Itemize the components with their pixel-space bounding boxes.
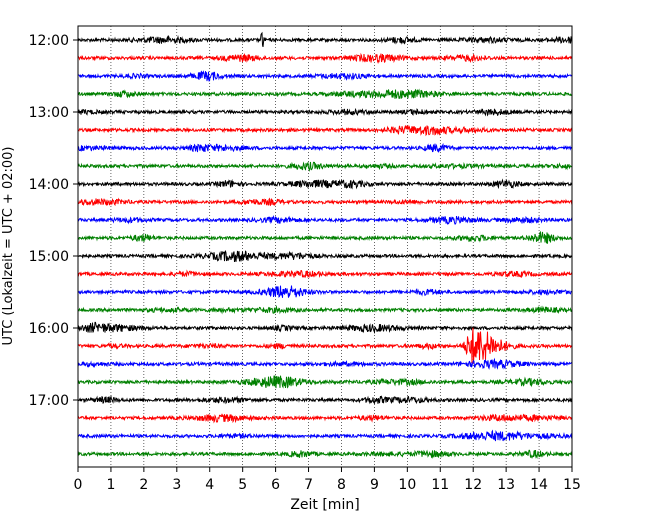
x-tick-label: 6 bbox=[271, 477, 280, 493]
x-tick-label: 15 bbox=[563, 477, 581, 493]
trace-line bbox=[77, 178, 573, 190]
trace-line bbox=[77, 70, 573, 82]
trace-line bbox=[77, 429, 573, 442]
x-tick-label: 1 bbox=[106, 477, 115, 493]
trace-line bbox=[77, 395, 573, 405]
trace-line bbox=[77, 269, 573, 279]
trace-line bbox=[77, 250, 573, 263]
x-tick-label: 8 bbox=[337, 477, 346, 493]
x-axis-label: Zeit [min] bbox=[290, 497, 359, 513]
x-tick-label: 13 bbox=[497, 477, 515, 493]
y-tick-label: 17:00 bbox=[29, 393, 69, 409]
y-tick-label: 15:00 bbox=[29, 249, 69, 265]
y-axis: 12:00 13:00 14:00 15:00 16:00 17:00 bbox=[29, 33, 78, 409]
trace-line bbox=[77, 214, 573, 226]
x-tick-label: 9 bbox=[370, 477, 379, 493]
trace-line bbox=[77, 321, 573, 335]
trace-line bbox=[77, 124, 573, 137]
x-tick-label: 14 bbox=[530, 477, 548, 493]
x-tick-label: 5 bbox=[238, 477, 247, 493]
y-tick-label: 12:00 bbox=[29, 33, 69, 49]
trace-line bbox=[77, 52, 573, 65]
trace-line bbox=[77, 107, 573, 117]
x-tick-label: 2 bbox=[139, 477, 148, 493]
trace-line bbox=[77, 197, 573, 207]
y-tick-label: 14:00 bbox=[29, 177, 69, 193]
x-tick-label: 7 bbox=[304, 477, 313, 493]
trace-line bbox=[77, 375, 573, 389]
x-tick-label: 11 bbox=[431, 477, 449, 493]
trace-line bbox=[77, 31, 573, 48]
trace-line bbox=[77, 231, 573, 244]
trace-line bbox=[77, 161, 573, 173]
x-axis: 0 1 2 3 4 5 6 7 8 9 10 11 12 13 14 15 bbox=[74, 467, 581, 493]
trace-line bbox=[77, 357, 573, 370]
trace-line bbox=[77, 449, 573, 460]
x-tick-label: 12 bbox=[464, 477, 482, 493]
trace-line bbox=[77, 305, 573, 315]
x-tick-label: 3 bbox=[172, 477, 181, 493]
y-tick-label: 16:00 bbox=[29, 321, 69, 337]
x-tick-label: 4 bbox=[205, 477, 214, 493]
trace-line bbox=[77, 413, 573, 424]
traces bbox=[77, 31, 573, 460]
y-axis-label: UTC (Lokalzeit = UTC + 02:00) bbox=[1, 147, 16, 346]
x-tick-label: 0 bbox=[74, 477, 83, 493]
trace-line bbox=[77, 327, 573, 364]
trace-line bbox=[77, 285, 573, 298]
y-tick-label: 13:00 bbox=[29, 105, 69, 121]
trace-line bbox=[77, 142, 573, 153]
trace-line bbox=[77, 88, 573, 99]
plot-frame bbox=[77, 25, 573, 468]
x-tick-label: 10 bbox=[398, 477, 416, 493]
